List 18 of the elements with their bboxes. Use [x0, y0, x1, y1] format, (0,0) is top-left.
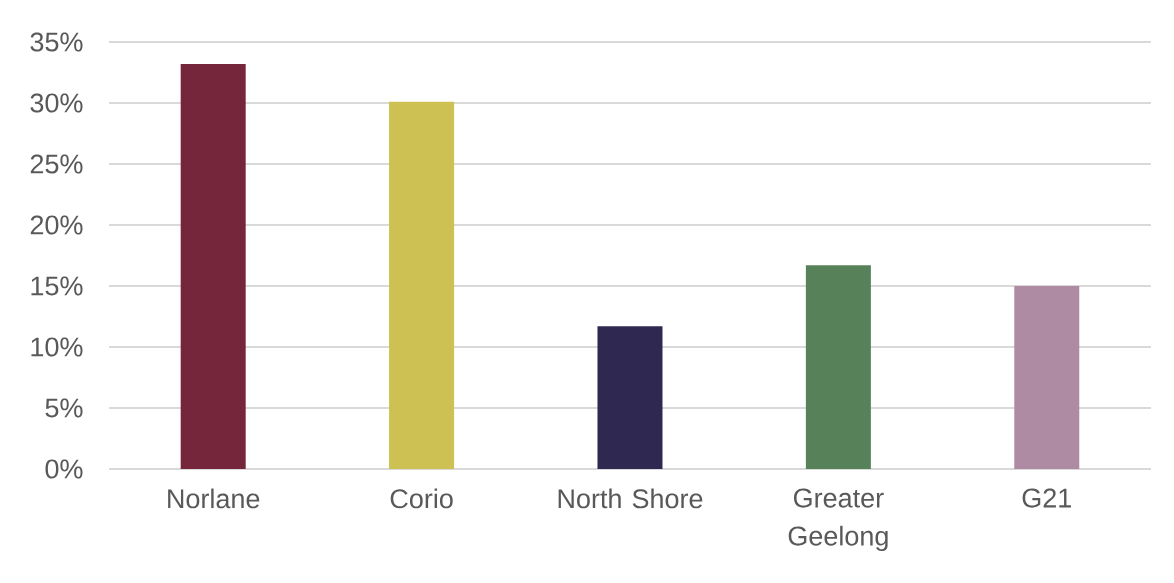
- bar: [389, 101, 455, 469]
- bar: [597, 326, 663, 469]
- y-tick-label: 10%: [31, 337, 83, 357]
- x-tick-label: North Shore: [558, 488, 703, 509]
- y-tick-label: 0%: [45, 459, 83, 479]
- y-tick-label: 30%: [30, 93, 83, 113]
- y-tick-label: 25%: [30, 154, 83, 174]
- bar: [180, 63, 246, 469]
- bar: [805, 265, 871, 469]
- x-tick-label: Corio: [390, 488, 453, 509]
- x-tick-label: G21: [1022, 488, 1071, 508]
- y-tick-label: 35%: [30, 32, 83, 52]
- bar: [1014, 286, 1080, 469]
- x-tick-label: Greater Geelong: [788, 488, 888, 551]
- y-tick-label: 5%: [45, 398, 83, 418]
- x-tick-label: Norlane: [168, 488, 260, 509]
- y-tick-label: 15%: [31, 276, 83, 296]
- y-tick-label: 20%: [30, 215, 83, 235]
